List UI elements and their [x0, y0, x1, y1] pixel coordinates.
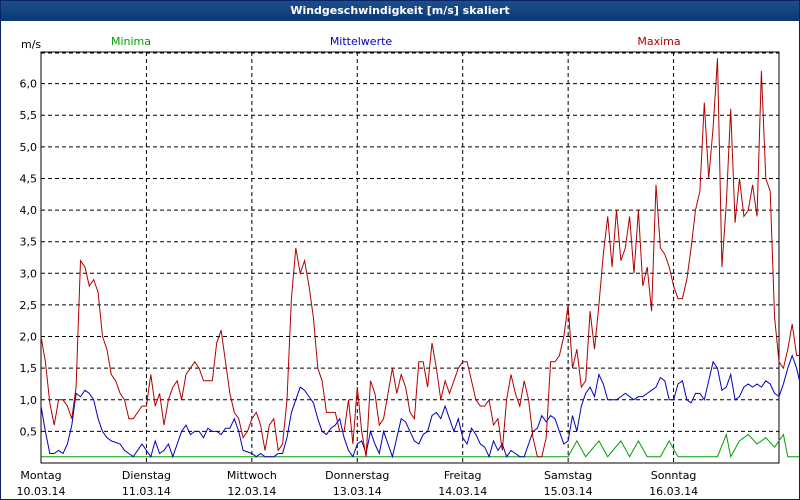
y-tick-label: 3,5 — [20, 236, 38, 249]
legend-entry-minima: Minima — [111, 35, 151, 48]
x-tick-day-label: Montag — [20, 469, 61, 482]
y-tick-label: 5,5 — [20, 109, 38, 122]
x-tick-day-label: Dienstag — [122, 469, 171, 482]
window-title: Windgeschwindigkeit [m/s] skaliert — [1, 1, 799, 21]
x-tick-date-label: 13.03.14 — [333, 485, 382, 498]
series-line-mittelwerte — [40, 353, 799, 459]
y-tick-label: 0,5 — [20, 425, 38, 438]
y-tick-label: 1,0 — [20, 394, 38, 407]
y-tick-label: 5,0 — [20, 141, 38, 154]
y-tick-label: 1,5 — [20, 362, 38, 375]
legend-entry-maxima: Maxima — [637, 35, 680, 48]
legend-entry-mittelwerte: Mittelwerte — [330, 35, 393, 48]
series-line-maxima — [40, 58, 799, 458]
series-line-minima — [41, 432, 799, 459]
y-tick-label: 2,0 — [20, 331, 38, 344]
chart-area: 0,5 1,0 1,5 2,0 2,5 3,0 3,5 4,0 4,5 5,0 5,5 6,0 m/s M… — [17, 35, 799, 498]
x-tick-date-label: 12.03.14 — [227, 485, 276, 498]
y-axis-label: m/s — [21, 38, 41, 51]
x-tick-date-label: 15.03.14 — [544, 485, 593, 498]
x-tick-day-label: Mittwoch — [227, 469, 277, 482]
x-tick-date-label: 11.03.14 — [122, 485, 171, 498]
x-tick-day-label: Freitag — [444, 469, 482, 482]
x-tick-date-label: 10.03.14 — [17, 485, 66, 498]
x-tick-day-label: Sonntag — [651, 469, 697, 482]
y-tick-label: 4,0 — [20, 204, 38, 217]
x-tick-date-label: 14.03.14 — [438, 485, 487, 498]
y-tick-label: 4,5 — [20, 172, 38, 185]
y-tick-label: 6,0 — [20, 78, 38, 91]
x-tick-day-label: Donnerstag — [325, 469, 389, 482]
x-tick-day-label: Samstag — [544, 469, 592, 482]
plot-frame — [40, 51, 780, 464]
x-tick-date-label: 16.03.14 — [649, 485, 698, 498]
y-tick-label: 2,5 — [20, 299, 38, 312]
y-tick-label: 3,0 — [20, 267, 38, 280]
